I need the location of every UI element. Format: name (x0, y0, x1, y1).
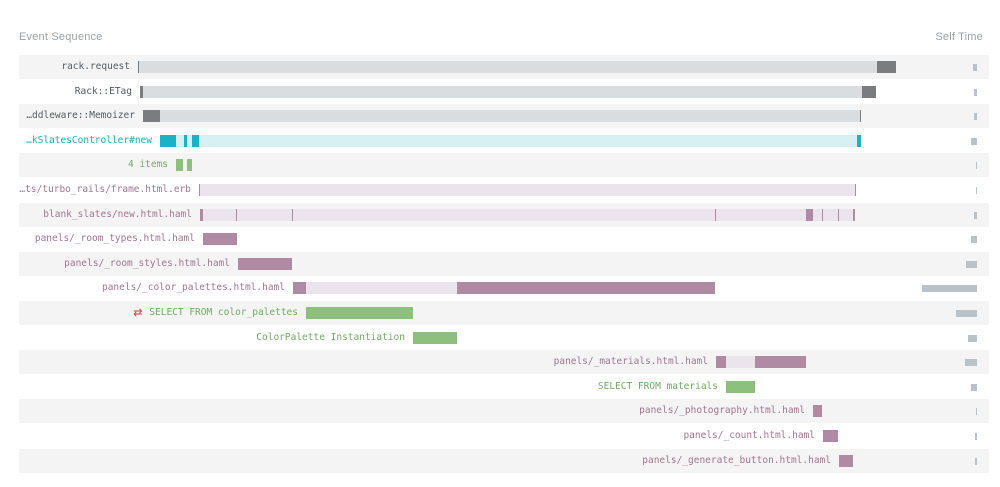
self-time-bar (971, 236, 977, 244)
event-row[interactable]: panels/_room_types.html.haml (19, 227, 989, 252)
event-row[interactable]: Rack::ETag (19, 79, 989, 104)
event-label: panels/_generate_button.html.haml (642, 454, 831, 466)
self-time-segment (176, 159, 183, 172)
self-time-segment (715, 208, 716, 221)
self-time-segment (192, 134, 199, 147)
event-label: …ts/turbo_rails/frame.html.erb (19, 184, 191, 195)
event-label: rack.request (61, 61, 130, 72)
event-row[interactable]: ColorPalette Instantiation (19, 325, 989, 350)
event-row[interactable]: panels/_count.html.haml (19, 424, 989, 448)
event-label: ColorPalette Instantiation (256, 331, 405, 343)
self-time-segment (236, 208, 237, 221)
self-time-segment (293, 282, 306, 295)
self-time-bar (974, 88, 977, 96)
event-label: panels/_photography.html.haml (639, 405, 805, 417)
event-duration-bar (200, 208, 855, 221)
self-time-segment (822, 208, 823, 221)
self-time-bar (971, 137, 977, 145)
self-time-bar (921, 285, 977, 293)
event-duration-bar (138, 61, 896, 73)
self-time-bar (974, 113, 977, 121)
event-label: panels/_materials.html.haml (553, 356, 708, 368)
self-time-bar (966, 260, 977, 268)
event-label: blank_slates/new.html.haml (43, 208, 192, 220)
event-row[interactable]: panels/_color_palettes.html.haml (19, 276, 989, 301)
self-time-bar (971, 383, 977, 391)
event-row[interactable]: blank_slates/new.html.haml (19, 202, 989, 227)
self-time-segment (238, 257, 292, 270)
event-label: …kSlatesController#new (26, 134, 152, 146)
self-time-segment (143, 110, 160, 123)
event-label: SELECT FROM color_palettes (149, 307, 298, 318)
self-time-segment (457, 282, 715, 295)
self-time-segment (160, 134, 176, 147)
event-row[interactable]: …ddleware::Memoizer (19, 104, 989, 129)
event-label: SELECT FROM materials (597, 380, 718, 392)
self-time-bar (973, 64, 977, 71)
self-time-segment (292, 208, 293, 221)
event-row[interactable]: panels/_photography.html.haml (19, 399, 989, 424)
self-time-segment (860, 110, 861, 123)
self-time-bar (974, 211, 977, 219)
self-time-segment (140, 85, 143, 98)
self-time-segment (726, 380, 755, 393)
self-time-bar (975, 457, 977, 465)
self-time-segment (184, 134, 187, 147)
event-label: …ddleware::Memoizer (26, 110, 135, 122)
self-time-segment (755, 356, 806, 369)
event-row[interactable]: 4 items (19, 153, 989, 178)
event-row[interactable]: panels/_room_styles.html.haml (19, 251, 989, 276)
event-duration-bar (160, 134, 861, 147)
event-label: Rack::ETag (74, 85, 132, 97)
self-time-bar (965, 359, 977, 367)
self-time-segment (857, 134, 861, 147)
event-row[interactable]: …ts/turbo_rails/frame.html.erb (19, 178, 989, 202)
event-duration-bar (199, 184, 856, 196)
self-time-segment (855, 184, 856, 196)
self-time-bar (955, 310, 977, 317)
self-time-segment (838, 208, 839, 221)
event-label: panels/_room_types.html.haml (34, 233, 195, 245)
event-row[interactable]: …kSlatesController#new (19, 128, 989, 153)
self-time-segment (413, 331, 457, 344)
event-duration-bar (140, 85, 876, 98)
self-time-segment (716, 356, 726, 369)
self-time-header: Self Time (935, 31, 983, 43)
self-time-segment (199, 184, 200, 196)
event-sequence-header: Event Sequence (19, 31, 103, 43)
self-time-segment (862, 85, 876, 98)
event-label: panels/_count.html.haml (683, 430, 815, 441)
event-duration-bar (143, 110, 861, 123)
self-time-bar (975, 433, 977, 440)
self-time-bar (975, 408, 977, 416)
self-time-segment (877, 61, 896, 73)
self-time-segment (200, 208, 203, 221)
self-time-bar (975, 187, 977, 194)
event-label: 4 items (127, 159, 168, 171)
self-time-segment (203, 233, 237, 246)
event-row[interactable]: SELECT FROM color_palettes ⇄ (19, 301, 989, 325)
event-row[interactable]: rack.request (19, 55, 989, 79)
self-time-bar (975, 162, 977, 170)
event-row[interactable]: SELECT FROM materials (19, 374, 989, 399)
self-time-segment (823, 430, 838, 442)
self-time-bar (968, 334, 977, 342)
event-label: panels/_color_palettes.html.haml (101, 282, 285, 294)
cache-refresh-icon: ⇄ (133, 307, 143, 319)
self-time-segment (839, 454, 853, 467)
event-row[interactable]: panels/_materials.html.haml (19, 350, 989, 375)
self-time-segment (187, 159, 192, 172)
event-row[interactable]: panels/_generate_button.html.haml (19, 448, 989, 473)
self-time-segment (853, 208, 855, 221)
self-time-segment (806, 208, 813, 221)
event-label: panels/_room_styles.html.haml (64, 257, 230, 269)
self-time-segment (138, 61, 139, 73)
self-time-segment (813, 405, 822, 418)
self-time-segment (306, 307, 413, 319)
